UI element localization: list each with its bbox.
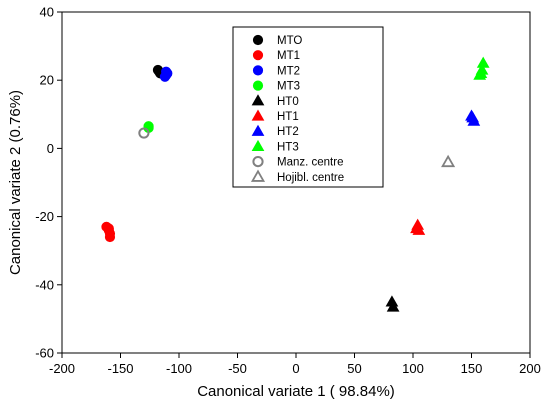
legend-marker-ht3 bbox=[251, 139, 265, 152]
point-ht2 bbox=[466, 111, 480, 123]
legend-marker-ht1 bbox=[251, 109, 265, 121]
legend-label-manz-centre: Manz. centre bbox=[277, 157, 343, 169]
legend-marker-mt3 bbox=[252, 80, 264, 91]
legend-label-mt1: MT1 bbox=[277, 50, 300, 62]
legend-marker-mt1 bbox=[252, 50, 264, 61]
legend-marker-ht2 bbox=[251, 124, 265, 136]
point-mt1 bbox=[104, 231, 116, 243]
x-tick-label: -100 bbox=[166, 361, 192, 376]
x-axis-label: Canonical variate 1 ( 98.84%) bbox=[197, 383, 395, 400]
point-mt1 bbox=[103, 223, 114, 234]
y-axis-label: Canonical variate 2 (0.76%) bbox=[7, 90, 24, 275]
x-axis: -200 -150 -100 -50 0 50 100 150 200 bbox=[49, 353, 541, 376]
legend-label-ht1: HT1 bbox=[277, 111, 299, 123]
legend-marker-ht0 bbox=[251, 94, 265, 106]
point-ht1 bbox=[412, 223, 426, 235]
y-axis: -60 -40 -20 0 20 40 bbox=[35, 5, 62, 361]
y-tick-label: 0 bbox=[47, 141, 54, 156]
legend-label-hojibl-centre: Hojibl. centre bbox=[277, 172, 344, 184]
point-ht0 bbox=[386, 300, 400, 312]
y-tick-label: -20 bbox=[35, 209, 54, 224]
x-tick-label: 50 bbox=[347, 361, 361, 376]
x-tick-label: -50 bbox=[228, 361, 247, 376]
x-tick-label: 0 bbox=[292, 361, 299, 376]
point-mt2 bbox=[162, 68, 173, 79]
legend-marker-mto bbox=[252, 34, 264, 46]
point-manz-centre bbox=[138, 127, 150, 139]
x-tick-label: 100 bbox=[402, 361, 424, 376]
x-tick-label: -200 bbox=[49, 361, 75, 376]
legend-marker-manz-centre bbox=[252, 156, 264, 168]
legend-label-ht2: HT2 bbox=[277, 126, 299, 138]
x-tick-label: 150 bbox=[461, 361, 483, 376]
legend-label-ht0: HT0 bbox=[277, 96, 299, 108]
legend-label-mto: MTO bbox=[277, 35, 302, 47]
x-tick-label: -150 bbox=[107, 361, 133, 376]
data-points bbox=[101, 56, 490, 312]
point-ht3 bbox=[475, 63, 489, 75]
y-tick-label: -40 bbox=[35, 277, 54, 292]
legend-label-mt3: MT3 bbox=[277, 81, 300, 93]
legend-marker-mt2 bbox=[252, 65, 264, 76]
legend-marker-hojibl-centre bbox=[250, 169, 266, 182]
legend-label-mt2: MT2 bbox=[277, 65, 300, 77]
point-hojibl-centre bbox=[441, 154, 456, 168]
y-tick-label: 40 bbox=[40, 5, 54, 20]
y-tick-label: 20 bbox=[40, 73, 54, 88]
legend: MTO MT1 MT2 MT3 HT0 HT1 HT2 HT3 Manz. centre Hoji… bbox=[232, 26, 384, 188]
y-tick-label: -60 bbox=[35, 346, 54, 361]
x-tick-label: 200 bbox=[519, 361, 541, 376]
legend-label-ht3: HT3 bbox=[277, 141, 299, 153]
